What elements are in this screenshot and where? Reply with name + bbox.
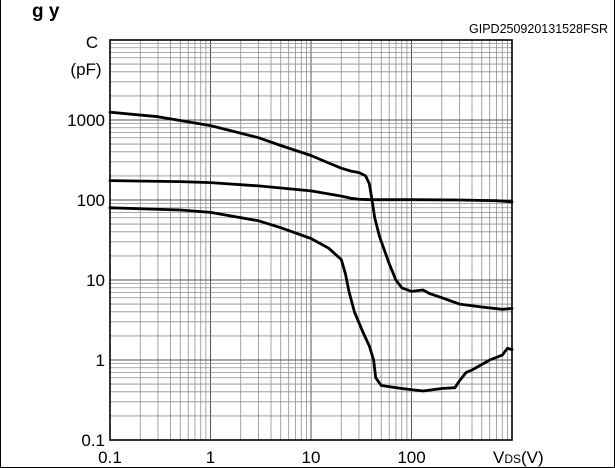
y-tick-label: 10 [86,271,105,290]
page-header-fragment: g y [32,1,60,22]
x-axis-label-subscript: DS [504,452,521,466]
series-line-2 [108,179,514,204]
x-axis-label: VDS(V) [493,448,544,467]
y-tick-label: 1000 [67,111,105,130]
series-layer [108,110,514,393]
x-axis-label-unit: (V) [521,448,544,467]
x-axis-label-main: V [493,448,505,467]
series-line-3 [108,206,514,393]
x-tick-label: 0.1 [98,448,122,467]
series-line-1 [108,110,514,311]
x-tick-label: 100 [397,448,425,467]
grid-lines [110,40,512,440]
y-axis-label-line2: (pF) [70,60,101,79]
y-tick-label: 100 [77,191,105,210]
tick-labels: 0.1 1 10 100 0.1 1 10 100 1000 [67,111,426,467]
x-tick-label: 10 [302,448,321,467]
y-tick-label: 1 [96,351,105,370]
y-axis-label-line1: C [86,33,98,52]
plot-border [109,39,513,441]
figure-code: GIPD250920131528FSR [469,22,608,36]
x-tick-label: 1 [206,448,215,467]
y-tick-label: 0.1 [81,431,105,450]
